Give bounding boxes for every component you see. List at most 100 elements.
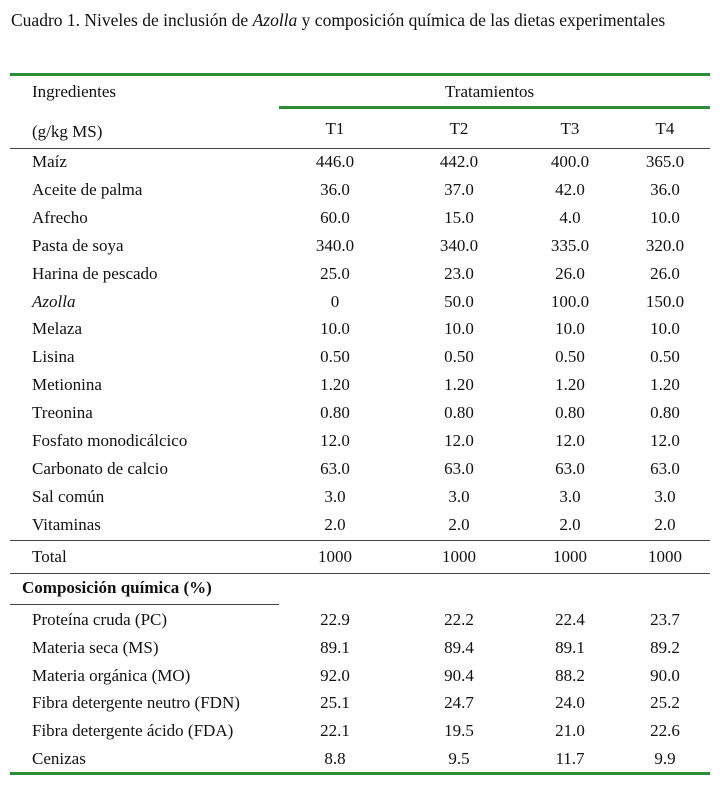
ingredient-value-t3: 0.80	[555, 403, 585, 423]
composition-name: Cenizas	[32, 749, 86, 768]
ingredient-name: Metionina	[32, 375, 102, 395]
ingredient-name: Aceite de palma	[32, 179, 143, 199]
total-row: Total 1000 1000 1000 1000	[0, 545, 720, 569]
ingredient-value-t4: 1.20	[650, 375, 680, 395]
composition-value-t4: 90.0	[650, 665, 680, 685]
composition-rule	[10, 573, 710, 574]
ingredient-row: Maíz 446.0 442.0 400.0 365.0	[0, 150, 720, 174]
caption-italic: Azolla	[252, 10, 298, 30]
ingredient-row: Azolla 0 50.0 100.0 150.0	[0, 290, 720, 314]
total-t4: 1000	[648, 547, 682, 566]
composition-value-t4: 25.2	[650, 693, 680, 713]
composition-row: Proteína cruda (PC) 22.9 22.2 22.4 23.7	[0, 608, 720, 632]
ingredient-value-t3: 4.0	[559, 207, 581, 227]
ingredient-name: Treonina	[32, 403, 93, 423]
composition-value-t2: 90.4	[444, 665, 474, 685]
caption-prefix: Cuadro 1. Niveles de inclusión de	[11, 10, 253, 30]
composition-title-rule	[10, 604, 279, 605]
ingredient-name: Fosfato monodicálcico	[32, 431, 188, 450]
ingredient-value-t1: 25.0	[320, 263, 350, 283]
ingredient-value-t3: 1.20	[555, 375, 585, 395]
ingredient-value-t3: 42.0	[555, 179, 585, 199]
ingredient-name: Sal común	[32, 486, 105, 506]
ingredient-value-t4: 26.0	[650, 263, 680, 283]
composition-row: Cenizas 8.8 9.5 11.7 9.9	[0, 747, 720, 771]
composition-value-t3: 88.2	[555, 665, 585, 685]
composition-name: Proteína cruda (PC)	[32, 610, 168, 629]
ingredient-value-t1: 1.20	[320, 375, 350, 395]
composition-row: Fibra detergente ácido (FDA) 22.1 19.5 21.0…	[0, 719, 720, 743]
ingredient-name: Azolla	[32, 291, 76, 311]
composition-row: Materia orgánica (MO) 92.0 90.4 88.2 90.0	[0, 664, 720, 688]
ingredient-name: Melaza	[32, 319, 83, 339]
header-col-t4: T4	[655, 119, 675, 138]
composition-row: Materia seca (MS) 89.1 89.4 89.1 89.2	[0, 636, 720, 660]
ingredient-value-t1: 12.0	[320, 431, 350, 450]
ingredient-value-t4: 12.0	[650, 431, 680, 450]
composition-value-t3: 22.4	[555, 610, 585, 629]
ingredient-value-t2: 442.0	[439, 152, 479, 171]
ingredient-value-t2: 12.0	[444, 431, 474, 450]
ingredient-value-t3: 63.0	[555, 458, 585, 478]
ingredient-name: Lisina	[32, 347, 75, 367]
ingredient-value-t3: 26.0	[555, 263, 585, 283]
table-caption: Cuadro 1. Niveles de inclusión de Azolla…	[11, 10, 665, 31]
ingredient-value-t2: 10.0	[444, 319, 474, 339]
ingredient-row: Afrecho 60.0 15.0 4.0 10.0	[0, 206, 720, 230]
ingredient-value-t3: 12.0	[555, 431, 585, 450]
composition-value-t2: 9.5	[448, 749, 470, 768]
ingredient-row: Harina de pescado 25.0 23.0 26.0 26.0	[0, 262, 720, 286]
header-col-t3: T3	[560, 119, 580, 138]
ingredient-value-t4: 63.0	[650, 458, 680, 478]
ingredient-value-t4: 0.80	[650, 403, 680, 423]
ingredient-row: Fosfato monodicálcico 12.0 12.0 12.0 12.0	[0, 429, 720, 453]
ingredient-value-t3: 100.0	[550, 291, 590, 311]
ingredient-value-t2: 2.0	[448, 514, 470, 534]
ingredient-row: Pasta de soya 340.0 340.0 335.0 320.0	[0, 234, 720, 258]
ingredient-value-t3: 3.0	[559, 486, 581, 506]
ingredient-value-t1: 2.0	[324, 514, 346, 534]
ingredient-row: Sal común 3.0 3.0 3.0 3.0	[0, 485, 720, 509]
composition-value-t2: 24.7	[444, 693, 474, 713]
composition-name: Materia seca (MS)	[32, 637, 159, 657]
ingredient-value-t2: 15.0	[444, 207, 474, 227]
ingredient-value-t1: 60.0	[320, 207, 350, 227]
total-t2: 1000	[442, 547, 476, 566]
header-col-t2: T2	[449, 119, 469, 138]
ingredient-row: Melaza 10.0 10.0 10.0 10.0	[0, 317, 720, 341]
composition-value-t2: 22.2	[444, 610, 474, 629]
header-ingredients: Ingredientes	[32, 82, 117, 101]
ingredient-value-t1: 340.0	[315, 235, 355, 255]
ingredient-name: Pasta de soya	[32, 235, 124, 255]
composition-value-t2: 19.5	[444, 721, 474, 741]
bottom-rule	[10, 772, 710, 775]
composition-name: Fibra detergente ácido (FDA)	[32, 721, 234, 741]
ingredient-value-t3: 10.0	[555, 319, 585, 339]
total-t1: 1000	[318, 547, 352, 566]
composition-value-t1: 25.1	[320, 693, 350, 713]
ingredient-value-t2: 340.0	[439, 235, 479, 255]
ingredient-value-t4: 150.0	[645, 291, 685, 311]
total-rule	[10, 540, 710, 541]
ingredient-value-t2: 0.80	[444, 403, 474, 423]
composition-value-t4: 22.6	[650, 721, 680, 741]
composition-value-t1: 8.8	[324, 749, 346, 768]
total-label: Total	[32, 547, 67, 566]
ingredient-value-t4: 320.0	[645, 235, 685, 255]
ingredient-value-t1: 36.0	[320, 179, 350, 199]
composition-value-t4: 23.7	[650, 610, 680, 629]
ingredient-value-t4: 2.0	[654, 514, 676, 534]
composition-value-t2: 89.4	[444, 637, 474, 657]
ingredient-name: Maíz	[32, 152, 67, 171]
ingredient-row: Vitaminas 2.0 2.0 2.0 2.0	[0, 513, 720, 537]
header-rule	[10, 148, 710, 149]
ingredient-value-t1: 0.80	[320, 403, 350, 423]
header-treatments: Tratamientos	[445, 82, 535, 101]
ingredient-value-t1: 0	[330, 291, 340, 311]
ingredient-name: Afrecho	[32, 207, 88, 227]
ingredient-row: Lisina 0.50 0.50 0.50 0.50	[0, 345, 720, 369]
ingredient-value-t3: 0.50	[555, 347, 585, 367]
treatments-rule	[279, 106, 710, 109]
ingredient-value-t2: 37.0	[444, 179, 474, 199]
ingredient-name: Harina de pescado	[32, 263, 158, 283]
